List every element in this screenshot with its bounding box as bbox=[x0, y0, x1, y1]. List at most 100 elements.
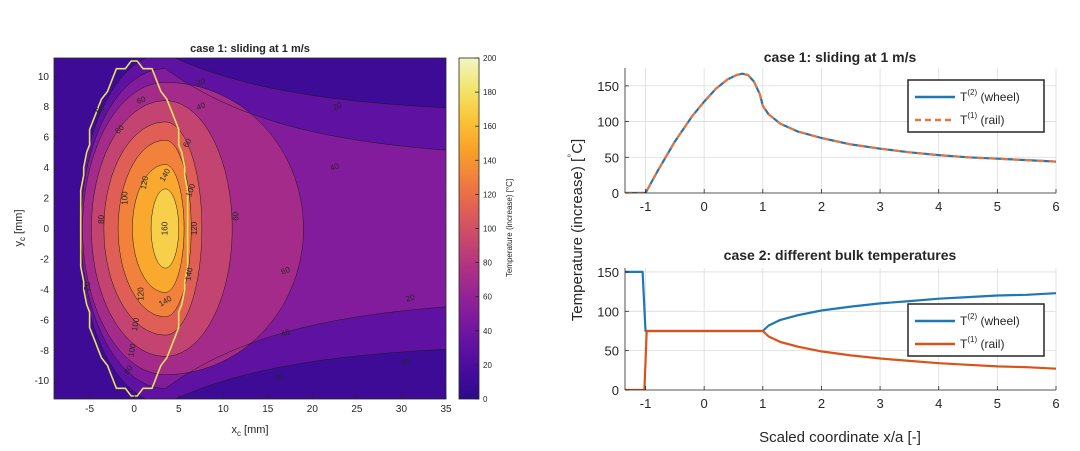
contour-x-tick-label: 35 bbox=[440, 404, 452, 415]
colorbar-tick-label: 100 bbox=[483, 225, 497, 234]
contour-label: 60 bbox=[135, 94, 147, 106]
case2-series bbox=[625, 270, 1056, 390]
colorbar-tick-label: 40 bbox=[483, 327, 492, 336]
case1-x-tick-label: 1 bbox=[759, 199, 766, 214]
contour-x-label: xc [mm] bbox=[232, 424, 269, 438]
colorbar-tick-label: 120 bbox=[483, 190, 497, 199]
case1-x-tick-label: 5 bbox=[994, 199, 1001, 214]
contour-y-tick-label: -10 bbox=[35, 376, 50, 387]
contour-label: 60 bbox=[232, 211, 241, 220]
contour-line-140 bbox=[132, 164, 185, 293]
contour-y-tick-label: 0 bbox=[43, 224, 49, 235]
case2-x-tick-label: 4 bbox=[935, 396, 942, 411]
colorbar-tick-label: 0 bbox=[483, 395, 488, 404]
contour-x-tick-label: -5 bbox=[85, 404, 94, 415]
contour-y-tick-label: 2 bbox=[43, 194, 49, 205]
contour-label: 120 bbox=[139, 175, 150, 190]
contour-line-160 bbox=[150, 188, 179, 269]
contour-title: case 1: sliding at 1 m/s bbox=[190, 43, 310, 55]
colorbar-tick-label: 200 bbox=[483, 54, 497, 63]
case2-series-rail bbox=[625, 329, 1056, 390]
line-chart-case1: case 1: sliding at 1 m/s -1 0 1 2 3 4 5 6 0 50 100… bbox=[597, 49, 1059, 214]
case1-legend-rail: T(1) (rail) bbox=[960, 111, 1004, 127]
contour-y-label: yc [mm] bbox=[13, 210, 27, 247]
case2-legend-wheel: T(2) (wheel) bbox=[960, 312, 1020, 328]
contour-x-tick-label: 0 bbox=[131, 404, 137, 415]
case2-x-tick-label: 3 bbox=[876, 396, 883, 411]
contour-line-40 bbox=[80, 68, 446, 389]
case1-legend: T(2) (wheel) T(1) (rail) bbox=[907, 79, 1045, 133]
contour-label: 100 bbox=[120, 191, 129, 205]
colorbar-tick-label: 180 bbox=[483, 88, 497, 97]
line-chart-case2: case 2: different bulk temperatures -1 0 1… bbox=[597, 247, 1059, 446]
contour-x-tick-label: 25 bbox=[351, 404, 363, 415]
case1-x-tick-label: 6 bbox=[1052, 199, 1059, 214]
contour-y-tick-label: 6 bbox=[43, 133, 49, 144]
contour-fill bbox=[54, 58, 446, 399]
case1-x-tick-label: 0 bbox=[701, 199, 708, 214]
contour-y-tick-label: -8 bbox=[40, 346, 49, 357]
contour-label: 140 bbox=[183, 266, 194, 281]
case2-x-tick-label: 5 bbox=[994, 396, 1001, 411]
colorbar-tick-label: 140 bbox=[483, 156, 497, 165]
case2-legend-box bbox=[907, 303, 1045, 357]
case2-x-tick-label: 1 bbox=[759, 396, 766, 411]
colorbar-tick-label: 80 bbox=[483, 259, 492, 268]
case1-legend-box bbox=[907, 79, 1045, 133]
case1-x-tick-label: -1 bbox=[640, 199, 652, 214]
contour-label: 20 bbox=[82, 281, 93, 292]
colorbar-label: Temperature (increase) [°C] bbox=[505, 179, 514, 277]
contour-label: 20 bbox=[400, 356, 411, 367]
colorbar-tick-label: 160 bbox=[483, 122, 497, 131]
contour-label: 160 bbox=[160, 221, 169, 235]
contour-label: 40 bbox=[195, 100, 207, 112]
contour-label: 20 bbox=[195, 76, 207, 88]
contour-y-ticks: -10 -8 -6 -4 -2 0 2 4 6 8 10 bbox=[35, 72, 58, 387]
case2-title: case 2: different bulk temperatures bbox=[724, 247, 957, 263]
contour-x-ticks: -5 0 5 10 15 20 25 30 35 bbox=[85, 395, 452, 415]
contour-label: 40 bbox=[280, 327, 292, 339]
case2-y-tick-label: 150 bbox=[597, 265, 619, 280]
case2-x-tick-label: -1 bbox=[640, 396, 652, 411]
colorbar-ticks: 0 20 40 60 80 100 120 140 160 180 200 bbox=[475, 54, 497, 404]
case1-x-tick-label: 2 bbox=[818, 199, 825, 214]
contour-y-tick-label: -6 bbox=[40, 315, 49, 326]
case1-ticks: -1 0 1 2 3 4 5 6 0 50 100 150 bbox=[597, 79, 1059, 214]
case2-x-tick-label: 6 bbox=[1052, 396, 1059, 411]
contour-label: 20 bbox=[331, 100, 343, 112]
contour-line-20 bbox=[78, 58, 446, 399]
case1-y-tick-label: 150 bbox=[597, 79, 619, 94]
case1-series-rail bbox=[625, 72, 1056, 193]
contact-patch bbox=[79, 60, 189, 397]
contour-label: 120 bbox=[136, 287, 145, 301]
contour-chart: case 1: sliding at 1 m/s 160140140140120… bbox=[13, 43, 514, 438]
contour-x-tick-label: 10 bbox=[218, 404, 230, 415]
case1-y-tick-label: 50 bbox=[605, 150, 619, 165]
contour-line-120 bbox=[117, 139, 192, 318]
contour-x-tick-label: 20 bbox=[307, 404, 319, 415]
colorbar-tick-label: 60 bbox=[483, 293, 492, 302]
case1-y-tick-label: 0 bbox=[612, 186, 619, 201]
contour-x-tick-label: 5 bbox=[176, 404, 182, 415]
case2-x-label: Scaled coordinate x/a [-] bbox=[759, 429, 921, 446]
contour-line-80 bbox=[91, 100, 233, 357]
shared-y-label: Temperature (increase) [°C] bbox=[567, 139, 586, 321]
contour-label: 120 bbox=[190, 221, 199, 235]
case2-y-tick-label: 0 bbox=[612, 383, 619, 398]
contour-x-tick-label: 15 bbox=[262, 404, 274, 415]
contour-label: 20 bbox=[405, 292, 417, 304]
contour-y-tick-label: -4 bbox=[40, 285, 49, 296]
contour-label: 80 bbox=[97, 214, 106, 223]
case1-y-tick-label: 100 bbox=[597, 115, 619, 130]
contour-label: 40 bbox=[329, 161, 341, 173]
contour-line-100 bbox=[103, 121, 203, 336]
contour-line-60 bbox=[82, 82, 304, 375]
contour-x-tick-label: 30 bbox=[396, 404, 408, 415]
contour-label: 100 bbox=[130, 316, 141, 331]
case1-x-tick-label: 3 bbox=[876, 199, 883, 214]
contour-label: 100 bbox=[184, 182, 197, 198]
case2-legend: T(2) (wheel) T(1) (rail) bbox=[907, 303, 1045, 357]
case2-y-tick-label: 100 bbox=[597, 304, 619, 319]
contour-y-tick-label: -2 bbox=[40, 254, 49, 265]
